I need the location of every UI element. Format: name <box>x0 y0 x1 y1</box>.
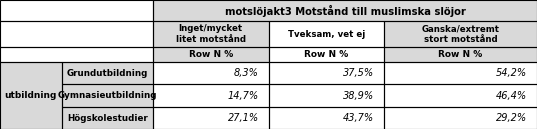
Text: Row N %: Row N % <box>304 50 349 59</box>
Text: Tveksam, vet ej: Tveksam, vet ej <box>288 30 365 39</box>
Text: utbildning: utbildning <box>5 91 57 100</box>
Bar <box>153 62 268 84</box>
Bar <box>384 21 537 47</box>
Bar <box>0 0 153 21</box>
Bar <box>0 62 62 129</box>
Bar <box>268 84 384 107</box>
Bar <box>62 62 153 84</box>
Bar <box>268 47 384 62</box>
Bar <box>384 47 537 62</box>
Bar <box>268 21 384 47</box>
Bar <box>384 21 537 47</box>
Bar <box>384 62 537 84</box>
Bar <box>268 47 384 62</box>
Bar <box>153 0 537 21</box>
Bar <box>153 84 268 107</box>
Bar <box>153 0 537 21</box>
Bar <box>384 84 537 107</box>
Text: 43,7%: 43,7% <box>343 113 374 123</box>
Text: 37,5%: 37,5% <box>343 68 374 78</box>
Bar <box>153 47 268 62</box>
Text: Row N %: Row N % <box>188 50 233 59</box>
Bar <box>153 107 268 129</box>
Bar <box>0 21 153 47</box>
Text: Gymnasieutbildning: Gymnasieutbildning <box>57 91 157 100</box>
Bar <box>153 21 268 47</box>
Bar <box>0 0 153 21</box>
Text: 27,1%: 27,1% <box>228 113 259 123</box>
Text: Inget/mycket
litet motstånd: Inget/mycket litet motstånd <box>176 25 246 44</box>
Bar <box>153 21 268 47</box>
Bar <box>0 47 153 62</box>
Text: 8,3%: 8,3% <box>234 68 259 78</box>
Bar <box>268 107 384 129</box>
Text: 14,7%: 14,7% <box>228 91 259 101</box>
Bar <box>384 84 537 107</box>
Bar <box>0 21 153 47</box>
Text: 29,2%: 29,2% <box>496 113 527 123</box>
Bar <box>384 62 537 84</box>
Bar <box>62 107 153 129</box>
Bar <box>384 107 537 129</box>
Text: 46,4%: 46,4% <box>496 91 527 101</box>
Bar <box>153 47 268 62</box>
Bar <box>0 47 153 62</box>
Bar <box>268 107 384 129</box>
Text: 54,2%: 54,2% <box>496 68 527 78</box>
Bar <box>62 84 153 107</box>
Bar <box>268 62 384 84</box>
Bar <box>153 62 268 84</box>
Bar <box>268 84 384 107</box>
Bar <box>268 62 384 84</box>
Text: Row N %: Row N % <box>438 50 483 59</box>
Text: 38,9%: 38,9% <box>343 91 374 101</box>
Text: Grundutbildning: Grundutbildning <box>67 69 148 78</box>
Bar <box>153 107 268 129</box>
Text: motslöjakt3 Motstånd till muslimska slöjor: motslöjakt3 Motstånd till muslimska slöj… <box>224 5 466 17</box>
Bar <box>62 62 153 84</box>
Bar <box>62 84 153 107</box>
Bar <box>62 107 153 129</box>
Text: Ganska/extremt
stort motstånd: Ganska/extremt stort motstånd <box>422 25 499 44</box>
Bar <box>384 107 537 129</box>
Bar <box>0 62 62 129</box>
Text: Högskolestudier: Högskolestudier <box>67 114 148 123</box>
Bar <box>268 21 384 47</box>
Bar <box>153 84 268 107</box>
Bar <box>384 47 537 62</box>
